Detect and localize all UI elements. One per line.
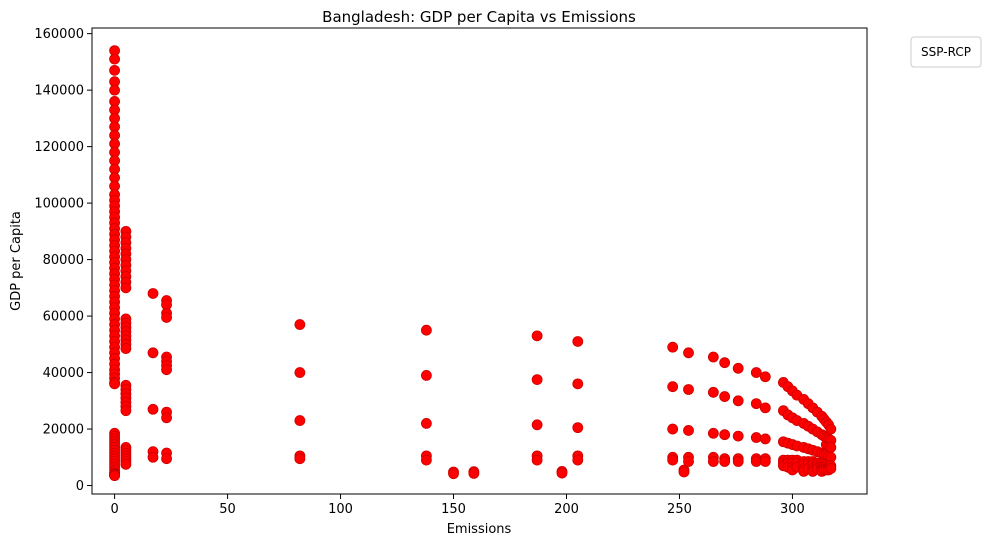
data-point	[109, 378, 120, 390]
data-point	[683, 347, 694, 359]
data-point	[707, 456, 719, 467]
data-point	[719, 429, 731, 441]
data-point	[683, 384, 694, 395]
x-tick-label: 300	[780, 502, 805, 517]
data-point	[109, 84, 120, 96]
data-point	[678, 466, 690, 478]
data-point	[120, 282, 132, 294]
data-point	[120, 458, 132, 470]
data-point	[719, 456, 731, 467]
x-tick-label: 150	[441, 502, 466, 517]
data-point	[109, 64, 120, 76]
x-tick-label: 250	[667, 502, 692, 517]
y-axis-ticks: 0 20000 40000 60000 80000 100000 120000 140000 1…	[34, 27, 92, 494]
y-tick-label: 80000	[43, 253, 84, 268]
data-point	[421, 417, 432, 429]
data-point	[294, 367, 306, 378]
data-point	[294, 319, 306, 330]
data-point	[572, 454, 584, 466]
legend[interactable]: SSP-RCP	[910, 36, 982, 68]
data-point	[667, 381, 679, 393]
data-point	[732, 395, 744, 407]
data-point	[667, 454, 679, 466]
data-point	[147, 451, 159, 463]
data-point	[750, 398, 762, 410]
x-tick-label: 50	[219, 502, 236, 517]
data-point	[468, 467, 480, 479]
x-axis-ticks: 0 50 100 150 200 250 300	[110, 494, 805, 517]
y-tick-label: 100000	[34, 197, 84, 212]
y-axis-title: GDP per Capita	[9, 211, 24, 311]
data-point	[531, 419, 543, 431]
data-point	[732, 456, 744, 467]
data-point	[531, 454, 543, 466]
data-point	[531, 374, 543, 386]
x-axis-title: Emissions	[447, 522, 512, 537]
data-point	[572, 336, 584, 347]
x-tick-label: 200	[554, 502, 579, 517]
data-point	[759, 402, 771, 414]
data-point	[759, 456, 771, 467]
data-point	[825, 441, 837, 453]
data-point	[732, 430, 744, 442]
data-point	[572, 378, 584, 390]
data-point	[667, 423, 679, 435]
data-point	[719, 391, 731, 402]
x-tick-label: 0	[110, 502, 118, 517]
data-point	[667, 341, 679, 353]
y-tick-label: 140000	[34, 84, 84, 99]
data-point	[294, 415, 306, 426]
plot-area	[91, 27, 868, 495]
data-point	[732, 362, 744, 374]
data-point	[147, 347, 159, 359]
data-point	[707, 351, 719, 363]
data-point	[750, 367, 762, 378]
data-point	[750, 456, 762, 467]
y-tick-label: 40000	[43, 366, 84, 381]
data-point	[707, 386, 719, 398]
data-point	[161, 412, 172, 424]
data-point	[759, 433, 771, 445]
data-point	[147, 403, 159, 415]
y-tick-label: 0	[76, 479, 84, 494]
data-points	[109, 45, 837, 482]
data-point	[531, 330, 543, 342]
data-point	[825, 423, 837, 435]
data-point	[719, 357, 731, 369]
data-point	[421, 324, 432, 336]
data-point	[421, 454, 432, 466]
data-point	[421, 369, 432, 381]
data-point	[707, 427, 719, 439]
data-point	[759, 371, 771, 383]
data-point	[109, 470, 120, 482]
data-point	[161, 312, 172, 323]
data-point	[294, 453, 306, 465]
data-point	[572, 422, 584, 434]
data-point	[448, 468, 459, 480]
data-point	[825, 463, 837, 474]
x-tick-label: 100	[328, 502, 353, 517]
y-tick-label: 20000	[43, 423, 84, 438]
y-tick-label: 120000	[34, 140, 84, 155]
data-point	[556, 467, 568, 479]
legend-box	[910, 36, 982, 68]
data-point	[161, 364, 172, 376]
y-tick-label: 60000	[43, 310, 84, 325]
data-point	[120, 343, 132, 354]
chart-title: Bangladesh: GDP per Capita vs Emissions	[322, 8, 636, 26]
data-point	[161, 453, 172, 465]
y-tick-label: 160000	[34, 27, 84, 42]
legend-title: SSP-RCP	[921, 45, 971, 59]
data-point	[109, 53, 120, 65]
data-point	[750, 432, 762, 443]
data-point	[683, 456, 694, 467]
data-point	[683, 425, 694, 436]
data-point	[120, 405, 132, 417]
data-point	[147, 288, 159, 299]
